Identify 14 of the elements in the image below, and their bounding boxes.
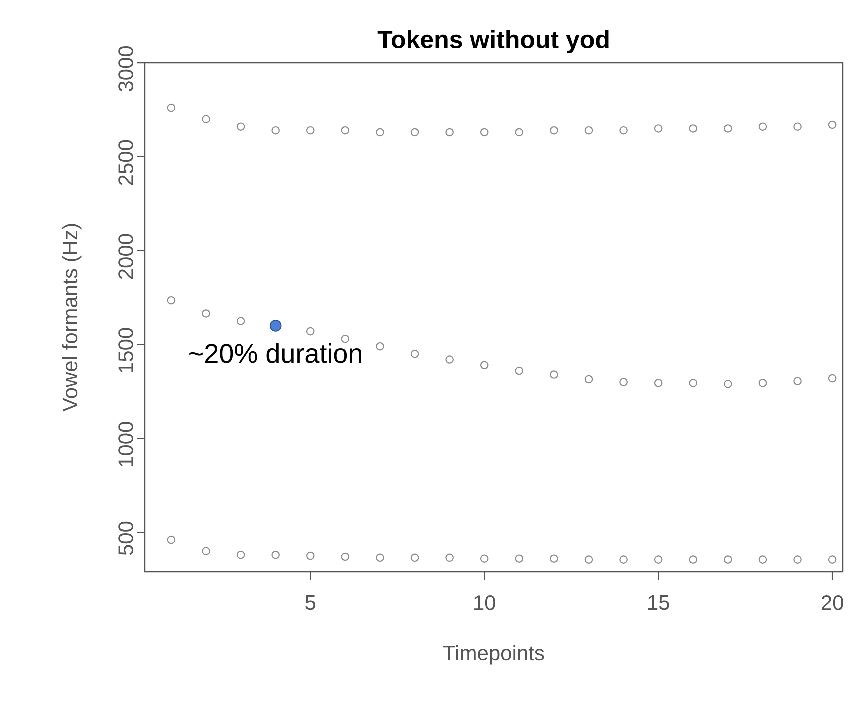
x-axis-title: Timepoints <box>444 645 544 665</box>
y-tick-label: 500 <box>118 522 134 556</box>
x-tick-label: 20 <box>822 596 844 610</box>
y-tick-label: 1000 <box>118 422 134 466</box>
chart-title: Tokens without yod <box>378 30 609 54</box>
x-tick-label: 5 <box>306 596 316 610</box>
y-tick-label: 2500 <box>118 140 134 186</box>
x-tick-label: 10 <box>474 596 496 610</box>
y-tick-label: 1500 <box>118 328 134 372</box>
x-tick-label: 15 <box>648 596 670 610</box>
y-tick-label: 2000 <box>118 234 134 280</box>
annotation: ~20% duration <box>190 343 362 364</box>
y-tick-label: 3000 <box>118 46 134 92</box>
y-axis-title: Vowel formants (Hz) <box>62 224 82 412</box>
